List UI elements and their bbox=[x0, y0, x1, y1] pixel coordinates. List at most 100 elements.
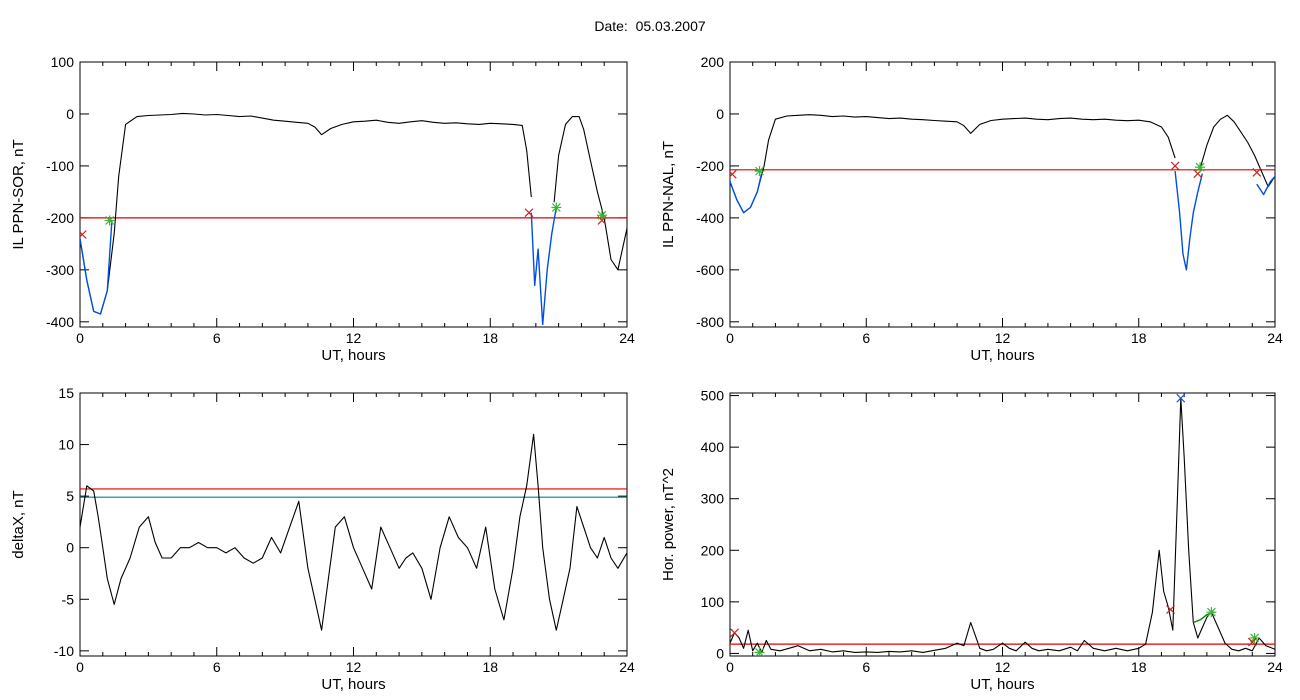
data-series-line bbox=[80, 112, 532, 315]
x-tick-label: 6 bbox=[862, 330, 870, 346]
data-series-line bbox=[80, 433, 627, 631]
x-tick-label: 6 bbox=[213, 659, 221, 675]
x-tick-label: 0 bbox=[76, 330, 84, 346]
y-tick-label: -200 bbox=[696, 158, 724, 174]
x-tick-label: 18 bbox=[482, 659, 498, 675]
data-series-line bbox=[1199, 114, 1275, 188]
y-tick-label: 400 bbox=[701, 439, 725, 455]
event-marker bbox=[1195, 162, 1206, 173]
y-tick-label: 0 bbox=[716, 645, 724, 661]
y-axis-label: Hor. power, nT^2 bbox=[660, 468, 677, 581]
y-axis-label: IL PPN-SOR, nT bbox=[10, 139, 27, 249]
x-tick-label: 18 bbox=[482, 330, 498, 346]
x-axis-label: UT, hours bbox=[321, 347, 385, 364]
event-marker bbox=[1170, 161, 1180, 171]
y-tick-label: 0 bbox=[66, 106, 74, 122]
plot-panel-1: 0 6 12 18 24 100 0 -100 -200 -300 -400 UT, hours IL … bbox=[10, 54, 635, 364]
plot-panel-3: 0 6 12 18 24 15 10 5 0 -5 -10 UT, hours deltaX, nT bbox=[10, 385, 635, 693]
x-axis-label: UT, hours bbox=[970, 676, 1034, 693]
x-tick-label: 12 bbox=[995, 659, 1011, 675]
x-tick-label: 0 bbox=[76, 659, 84, 675]
y-tick-label: -800 bbox=[696, 314, 724, 330]
y-tick-label: 500 bbox=[701, 388, 725, 404]
event-marker bbox=[1249, 632, 1260, 643]
y-tick-label: 0 bbox=[66, 540, 74, 556]
x-tick-label: 24 bbox=[619, 330, 635, 346]
x-tick-label: 6 bbox=[862, 659, 870, 675]
plot-panel-2: 0 6 12 18 24 200 0 -200 -400 -600 -800 UT, hours IL … bbox=[660, 54, 1283, 364]
y-tick-label: 100 bbox=[701, 594, 725, 610]
y-tick-label: -300 bbox=[46, 262, 74, 278]
event-marker bbox=[754, 647, 765, 656]
y-tick-label: 100 bbox=[51, 54, 75, 70]
y-tick-label: -10 bbox=[54, 643, 74, 659]
highlight-series-line bbox=[1174, 171, 1203, 271]
chart-main-title: Date: 05.03.2007 bbox=[594, 18, 706, 34]
event-marker bbox=[1247, 637, 1257, 647]
x-tick-label: 18 bbox=[1131, 659, 1147, 675]
highlight-series-line bbox=[730, 172, 763, 214]
event-marker bbox=[596, 210, 607, 221]
x-tick-label: 0 bbox=[726, 659, 734, 675]
x-axis-label: UT, hours bbox=[321, 676, 385, 693]
event-marker bbox=[730, 169, 737, 179]
y-tick-label: 10 bbox=[58, 437, 74, 453]
x-tick-label: 24 bbox=[619, 659, 635, 675]
marker-stroke bbox=[80, 230, 87, 238]
event-marker bbox=[1176, 393, 1186, 403]
event-marker bbox=[754, 166, 765, 177]
x-tick-label: 24 bbox=[1267, 330, 1283, 346]
x-tick-label: 12 bbox=[995, 330, 1011, 346]
plot-area bbox=[80, 433, 627, 631]
marker-stroke bbox=[1176, 393, 1186, 403]
y-axis-label: deltaX, nT bbox=[10, 490, 27, 558]
y-tick-label: 200 bbox=[701, 542, 725, 558]
event-marker bbox=[104, 215, 115, 226]
x-tick-label: 12 bbox=[346, 330, 362, 346]
event-marker bbox=[80, 230, 87, 239]
y-tick-label: -5 bbox=[62, 591, 75, 607]
y-tick-label: 0 bbox=[716, 106, 724, 122]
highlight-series-line bbox=[530, 207, 557, 326]
y-tick-label: -100 bbox=[46, 158, 74, 174]
event-marker bbox=[1252, 167, 1262, 177]
y-tick-label: 15 bbox=[58, 385, 74, 401]
y-tick-label: -200 bbox=[46, 210, 74, 226]
y-tick-label: 5 bbox=[66, 488, 74, 504]
highlight-series-line bbox=[1256, 175, 1275, 196]
data-series-line bbox=[730, 114, 1176, 214]
marker-stroke bbox=[1247, 637, 1257, 647]
plot-area bbox=[80, 112, 627, 326]
event-marker bbox=[524, 208, 534, 218]
plot-area bbox=[730, 393, 1275, 656]
data-series-line bbox=[553, 116, 627, 271]
y-axis-label: IL PPN-NAL, nT bbox=[660, 141, 677, 248]
y-tick-label: -400 bbox=[696, 210, 724, 226]
highlight-series-line bbox=[80, 220, 113, 315]
event-marker bbox=[1166, 605, 1175, 615]
x-axis-label: UT, hours bbox=[970, 347, 1034, 364]
marker-stroke bbox=[524, 208, 534, 218]
y-tick-label: 300 bbox=[701, 491, 725, 507]
x-tick-label: 0 bbox=[726, 330, 734, 346]
data-series-line bbox=[730, 397, 1275, 653]
marker-stroke bbox=[1252, 167, 1262, 177]
x-tick-label: 6 bbox=[213, 330, 221, 346]
plot-frame bbox=[79, 61, 628, 328]
marker-stroke bbox=[730, 628, 739, 638]
y-tick-label: -600 bbox=[696, 262, 724, 278]
event-marker bbox=[551, 202, 562, 213]
plot-frame bbox=[79, 392, 628, 657]
event-marker bbox=[1206, 607, 1217, 618]
plot-panel-4: 0 6 12 18 24 500 400 300 200 100 0 UT, hours Hor. po… bbox=[660, 388, 1283, 693]
plot-frame bbox=[729, 61, 1276, 328]
marker-stroke bbox=[730, 169, 737, 178]
marker-stroke bbox=[1166, 605, 1175, 615]
y-tick-label: -400 bbox=[46, 314, 74, 330]
marker-stroke bbox=[1170, 161, 1180, 171]
event-marker bbox=[730, 628, 739, 638]
x-tick-label: 12 bbox=[346, 659, 362, 675]
plot-area bbox=[730, 114, 1275, 271]
x-tick-label: 18 bbox=[1131, 330, 1147, 346]
